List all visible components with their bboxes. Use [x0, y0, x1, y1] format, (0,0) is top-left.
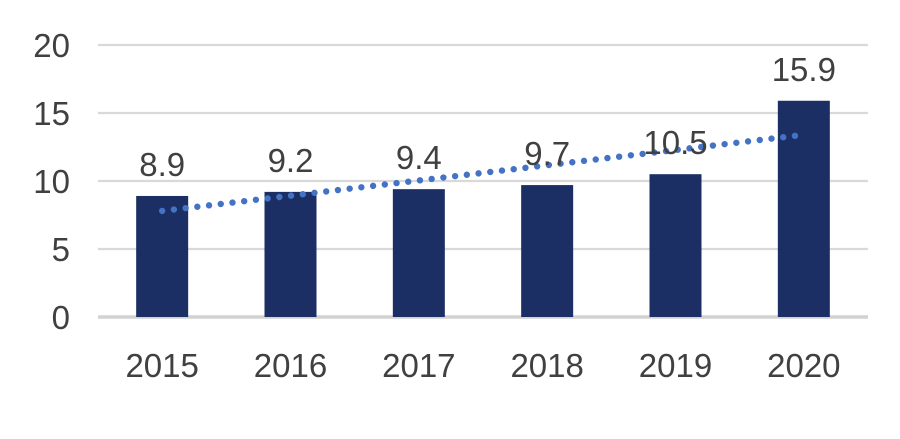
- x-axis-label-2017: 2017: [382, 347, 455, 384]
- x-axis-label-2015: 2015: [125, 347, 198, 384]
- bar-2016: [264, 191, 317, 317]
- data-label-2016: 9.2: [268, 142, 314, 179]
- data-label-2017: 9.4: [396, 139, 442, 176]
- bar-2020: [777, 100, 830, 317]
- y-axis-tick-label: 15: [33, 95, 70, 132]
- bar-2015: [136, 195, 189, 317]
- trendline: [158, 131, 808, 215]
- bar-2017: [392, 189, 445, 317]
- y-axis-tick-label: 0: [52, 299, 70, 336]
- data-label-2019: 10.5: [643, 124, 707, 161]
- y-axis-tick-label: 10: [33, 163, 70, 200]
- x-axis-label-2019: 2019: [639, 347, 712, 384]
- data-label-2015: 8.9: [139, 146, 185, 183]
- data-label-2020: 15.9: [772, 51, 836, 88]
- x-axis-label-2020: 2020: [767, 347, 840, 384]
- x-axis-label-2016: 2016: [254, 347, 327, 384]
- y-axis-tick-label: 5: [52, 231, 70, 268]
- data-label-2018: 9.7: [524, 135, 570, 172]
- bar-2018: [521, 185, 574, 317]
- y-axis-tick-label: 20: [33, 27, 70, 64]
- x-axis-label-2018: 2018: [510, 347, 583, 384]
- bar-2019: [649, 174, 702, 317]
